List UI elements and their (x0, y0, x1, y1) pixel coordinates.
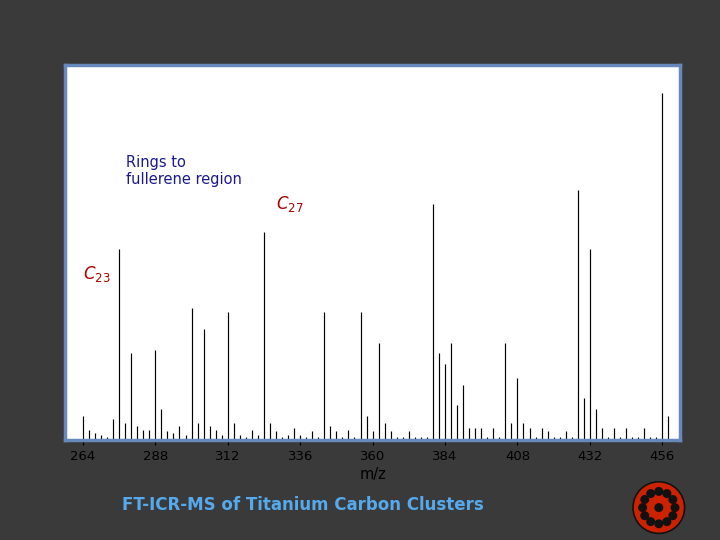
Circle shape (641, 496, 649, 503)
Circle shape (647, 518, 654, 525)
Circle shape (655, 504, 662, 511)
Circle shape (671, 504, 679, 511)
Circle shape (647, 490, 654, 497)
Text: $C_{23}$: $C_{23}$ (83, 264, 110, 284)
Circle shape (634, 483, 683, 532)
Circle shape (633, 482, 685, 534)
Text: FT-ICR-MS of Titanium Carbon Clusters: FT-ICR-MS of Titanium Carbon Clusters (122, 496, 483, 514)
Circle shape (655, 488, 662, 495)
Circle shape (669, 496, 677, 503)
Circle shape (639, 504, 647, 511)
Text: $C_{27}$: $C_{27}$ (276, 194, 304, 214)
Text: Rings to
fullerene region: Rings to fullerene region (127, 155, 242, 187)
Circle shape (641, 512, 649, 519)
Circle shape (669, 512, 677, 519)
Circle shape (663, 518, 671, 525)
X-axis label: m/z: m/z (359, 467, 386, 482)
Circle shape (663, 490, 671, 497)
Circle shape (655, 520, 662, 528)
